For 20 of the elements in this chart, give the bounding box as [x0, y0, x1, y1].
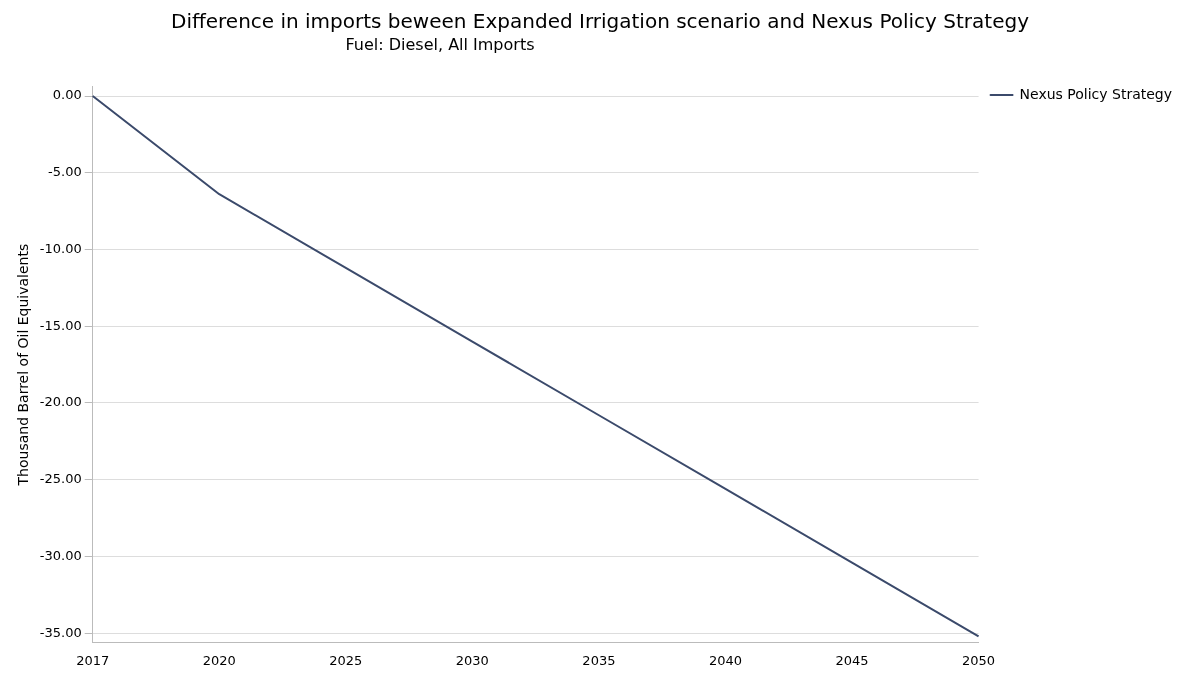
- y-tick-label: -10.00: [39, 240, 82, 256]
- y-tick-label: -5.00: [48, 164, 82, 180]
- y-tick-label: -30.00: [39, 547, 82, 563]
- y-tick-label: -25.00: [39, 471, 82, 487]
- chart-title: Difference in imports beween Expanded Irrigation scenario and Nexus Policy Strategy: [170, 8, 1030, 34]
- x-tick-label: 2045: [835, 652, 869, 668]
- chart-subtitle: Fuel: Diesel, All Imports: [344, 34, 536, 56]
- x-tick-label: 2030: [455, 652, 489, 668]
- y-tick-label: -35.00: [39, 624, 82, 640]
- y-tick-label: -20.00: [39, 394, 82, 410]
- y-tick-label: 0.00: [52, 87, 82, 103]
- x-tick-label: 2050: [962, 652, 996, 668]
- x-tick-label: 2025: [329, 652, 363, 668]
- x-tick-label: 2040: [708, 652, 742, 668]
- legend-label: Nexus Policy Strategy: [1019, 85, 1172, 102]
- x-tick-label: 2035: [582, 652, 616, 668]
- y-tick-label: -15.00: [39, 317, 82, 333]
- x-tick-label: 2017: [76, 652, 110, 668]
- x-tick-label: 2020: [202, 652, 236, 668]
- y-axis-title: Thousand Barrel of Oil Equivalents: [15, 243, 32, 487]
